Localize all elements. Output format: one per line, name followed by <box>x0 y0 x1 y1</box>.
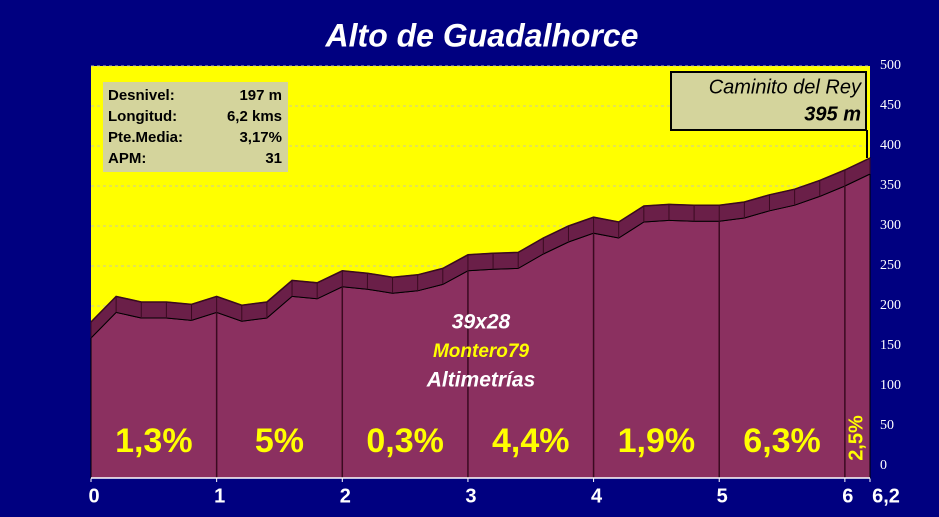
y-tick-label: 400 <box>880 138 901 153</box>
y-tick-label: 350 <box>880 178 901 193</box>
x-tick-label: 3 <box>465 485 476 507</box>
chart-title: Alto de Guadalhorce <box>325 17 639 53</box>
x-tick-label: 4 <box>591 485 603 507</box>
y-tick-label: 250 <box>880 258 901 273</box>
x-tick-label: 5 <box>717 485 728 507</box>
y-tick-label: 300 <box>880 218 901 233</box>
y-tick-label: 50 <box>880 418 894 433</box>
summit-altitude: 395 m <box>804 103 861 125</box>
section-label: 6,3% <box>743 422 821 460</box>
section-label: 1,3% <box>115 422 193 460</box>
section-label: 4,4% <box>492 422 570 460</box>
x-tick-label: 6,2 <box>872 485 900 507</box>
x-tick-label: 1 <box>214 485 225 507</box>
credit-text: Altimetrías <box>426 369 536 392</box>
y-tick-label: 200 <box>880 298 901 313</box>
info-value: 3,17% <box>239 129 282 146</box>
credit-text: Montero79 <box>433 341 530 362</box>
info-value: 197 m <box>239 87 282 104</box>
summit-name: Caminito del Rey <box>709 76 862 98</box>
section-label: 0,3% <box>366 422 444 460</box>
summit-box <box>670 71 867 131</box>
y-tick-label: 0 <box>880 458 887 473</box>
info-value: 31 <box>265 150 282 167</box>
info-value: 6,2 kms <box>227 108 282 125</box>
x-tick-label: 6 <box>842 485 853 507</box>
section-label: 2,5% <box>846 415 868 461</box>
section-label: 1,9% <box>618 422 696 460</box>
credit-text: 39x28 <box>452 311 511 334</box>
section-label: 5% <box>255 422 304 460</box>
y-tick-label: 500 <box>880 58 901 73</box>
y-tick-label: 100 <box>880 378 901 393</box>
y-tick-label: 150 <box>880 338 901 353</box>
info-label: APM: <box>108 150 146 167</box>
x-tick-label: 2 <box>340 485 351 507</box>
info-label: Pte.Media: <box>108 129 183 146</box>
y-tick-label: 450 <box>880 98 901 113</box>
info-label: Desnivel: <box>108 87 175 104</box>
profile-line <box>90 157 871 323</box>
x-tick-label: 0 <box>88 485 99 507</box>
info-label: Longitud: <box>108 108 177 125</box>
info-box <box>103 82 288 172</box>
